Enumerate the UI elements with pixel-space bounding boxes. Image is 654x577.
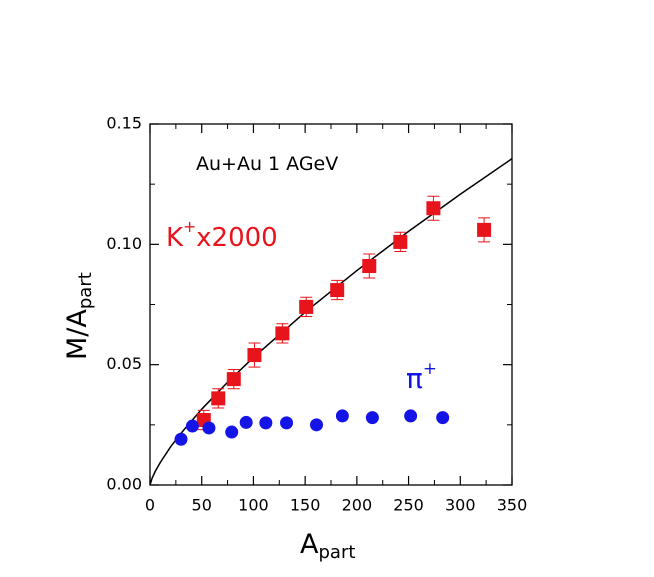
y-tick-label: 0.15 <box>106 114 142 133</box>
annotation-sup: + <box>183 218 196 236</box>
data-point <box>275 326 290 341</box>
data-point <box>335 409 349 423</box>
y-axis-label-sub: part <box>75 272 96 309</box>
model-curve <box>149 158 513 486</box>
data-point <box>299 299 314 314</box>
x-axis-label-sub: part <box>318 542 355 563</box>
y-tick-label: 0.10 <box>106 234 142 253</box>
data-point <box>174 432 188 446</box>
data-point <box>280 416 294 430</box>
data-point <box>226 372 241 387</box>
data-point <box>393 234 408 249</box>
data-point <box>426 201 441 216</box>
x-tick-label: 100 <box>238 496 269 515</box>
annotation-text: Au+Au 1 AGeV <box>196 153 338 175</box>
data-point <box>365 411 379 425</box>
x-tick-label: 200 <box>342 496 373 515</box>
data-point <box>362 258 377 273</box>
annotation-suffix: x2000 <box>196 223 278 253</box>
y-axis-label: M/Apart <box>62 272 97 360</box>
data-point <box>404 409 418 423</box>
data-point <box>259 416 273 430</box>
x-tick-label: 300 <box>445 496 476 515</box>
y-tick-label: 0.05 <box>106 354 142 373</box>
data-point <box>211 391 226 406</box>
x-axis-label-base: A <box>300 529 319 560</box>
x-tick-label: 50 <box>192 496 212 515</box>
y-tick-label: 0.00 <box>106 475 142 494</box>
x-axis-label: Apart <box>300 529 355 564</box>
annotation: π+ <box>406 358 437 395</box>
data-point <box>202 421 216 435</box>
annotation-sup: + <box>423 358 437 378</box>
data-point <box>477 222 492 237</box>
data-point <box>185 419 199 433</box>
annotation-text: π <box>406 362 423 395</box>
data-point <box>310 418 324 432</box>
x-tick-label: 350 <box>497 496 528 515</box>
data-point <box>436 411 450 425</box>
annotation: Au+Au 1 AGeV <box>196 153 338 175</box>
x-tick-label: 150 <box>290 496 321 515</box>
data-point <box>330 283 345 298</box>
data-point <box>225 425 239 439</box>
x-tick-label: 250 <box>393 496 424 515</box>
data-point <box>239 415 253 429</box>
x-tick-label: 0 <box>145 496 155 515</box>
annotation: K+x2000 <box>166 218 278 253</box>
annotation-text: K <box>166 223 184 253</box>
data-point <box>247 348 262 363</box>
y-axis-label-base: M/A <box>62 309 93 360</box>
